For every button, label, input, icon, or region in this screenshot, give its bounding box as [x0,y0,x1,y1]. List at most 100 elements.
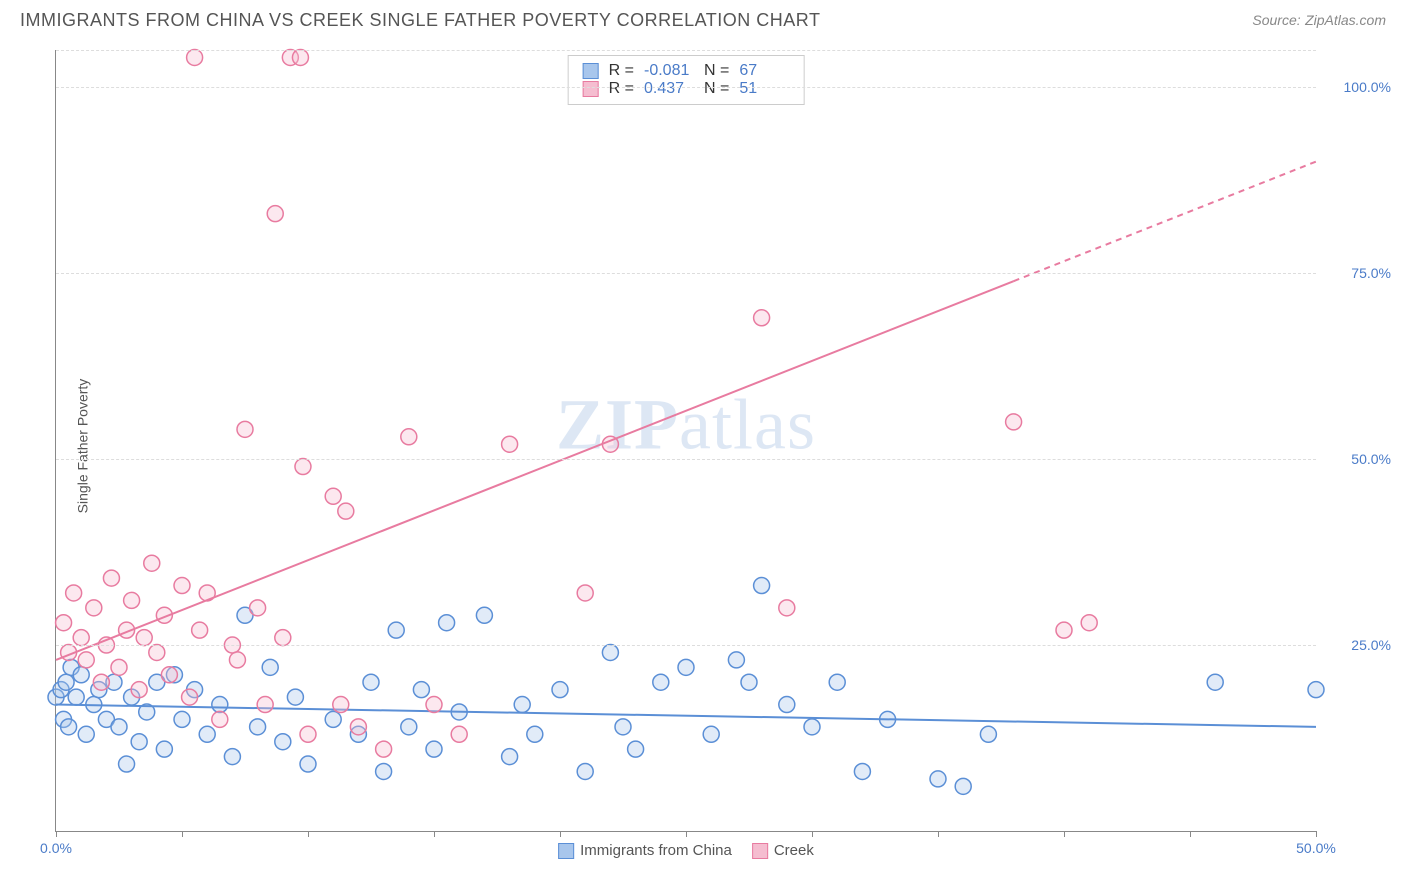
data-point [333,697,349,713]
data-point [229,652,245,668]
data-point [66,585,82,601]
data-point [131,734,147,750]
y-tick-label: 75.0% [1351,265,1391,281]
r-value-2: 0.437 [644,80,694,98]
x-tick [308,831,309,837]
data-point [111,719,127,735]
data-point [552,682,568,698]
data-point [1056,622,1072,638]
y-tick-label: 100.0% [1344,79,1391,95]
x-tick [1064,831,1065,837]
data-point [930,771,946,787]
data-point [192,622,208,638]
data-point [1006,414,1022,430]
data-point [577,585,593,601]
x-tick [686,831,687,837]
data-point [300,756,316,772]
data-point [615,719,631,735]
correlation-stats-box: R = -0.081 N = 67 R = 0.437 N = 51 [568,55,805,105]
data-point [980,726,996,742]
data-point [527,726,543,742]
data-point [514,697,530,713]
data-point [174,578,190,594]
data-point [854,763,870,779]
data-point [325,488,341,504]
data-point [136,630,152,646]
data-point [376,741,392,757]
data-point [451,726,467,742]
n-label-2: N = [704,80,729,98]
data-point [56,615,72,631]
data-point [131,682,147,698]
data-point [476,607,492,623]
stat-row-series-2: R = 0.437 N = 51 [583,80,790,98]
data-point [161,667,177,683]
data-point [413,682,429,698]
n-value-2: 51 [739,80,789,98]
x-tick [560,831,561,837]
legend-swatch-2 [752,843,768,859]
x-tick [1190,831,1191,837]
data-point [93,674,109,690]
data-point [779,697,795,713]
data-point [156,741,172,757]
data-point [275,630,291,646]
data-point [728,652,744,668]
trend-line [56,281,1014,660]
data-point [577,763,593,779]
trend-line [56,705,1316,727]
data-point [124,592,140,608]
data-point [350,719,366,735]
data-point [779,600,795,616]
source-label: Source: [1252,12,1300,28]
data-point [275,734,291,750]
data-point [103,570,119,586]
data-point [199,726,215,742]
data-point [804,719,820,735]
data-point [267,206,283,222]
scatter-plot: ZIPatlas R = -0.081 N = 67 R = 0.437 N =… [55,50,1316,832]
data-point [237,421,253,437]
swatch-series-1 [583,63,599,79]
data-point [73,667,89,683]
gridline [56,459,1316,460]
x-tick [182,831,183,837]
plot-svg [56,50,1316,831]
source-attribution: Source: ZipAtlas.com [1252,12,1386,30]
stat-row-series-1: R = -0.081 N = 67 [583,62,790,80]
data-point [754,310,770,326]
x-tick [812,831,813,837]
data-point [144,555,160,571]
trend-line-dashed [1014,162,1316,282]
data-point [212,697,228,713]
data-point [174,711,190,727]
data-point [86,600,102,616]
gridline [56,645,1316,646]
data-point [250,719,266,735]
n-value-1: 67 [739,62,789,80]
data-point [78,726,94,742]
data-point [111,659,127,675]
r-value-1: -0.081 [644,62,694,80]
legend-bottom: Immigrants from China Creek [558,842,814,859]
data-point [149,644,165,660]
data-point [955,778,971,794]
data-point [678,659,694,675]
data-point [68,689,84,705]
data-point [741,674,757,690]
data-point [602,644,618,660]
legend-item-1: Immigrants from China [558,842,732,859]
data-point [401,429,417,445]
legend-item-2: Creek [752,842,814,859]
data-point [439,615,455,631]
gridline [56,273,1316,274]
data-point [187,49,203,65]
data-point [250,600,266,616]
data-point [703,726,719,742]
data-point [1308,682,1324,698]
data-point [1081,615,1097,631]
data-point [119,756,135,772]
y-tick-label: 25.0% [1351,637,1391,653]
data-point [388,622,404,638]
data-point [300,726,316,742]
